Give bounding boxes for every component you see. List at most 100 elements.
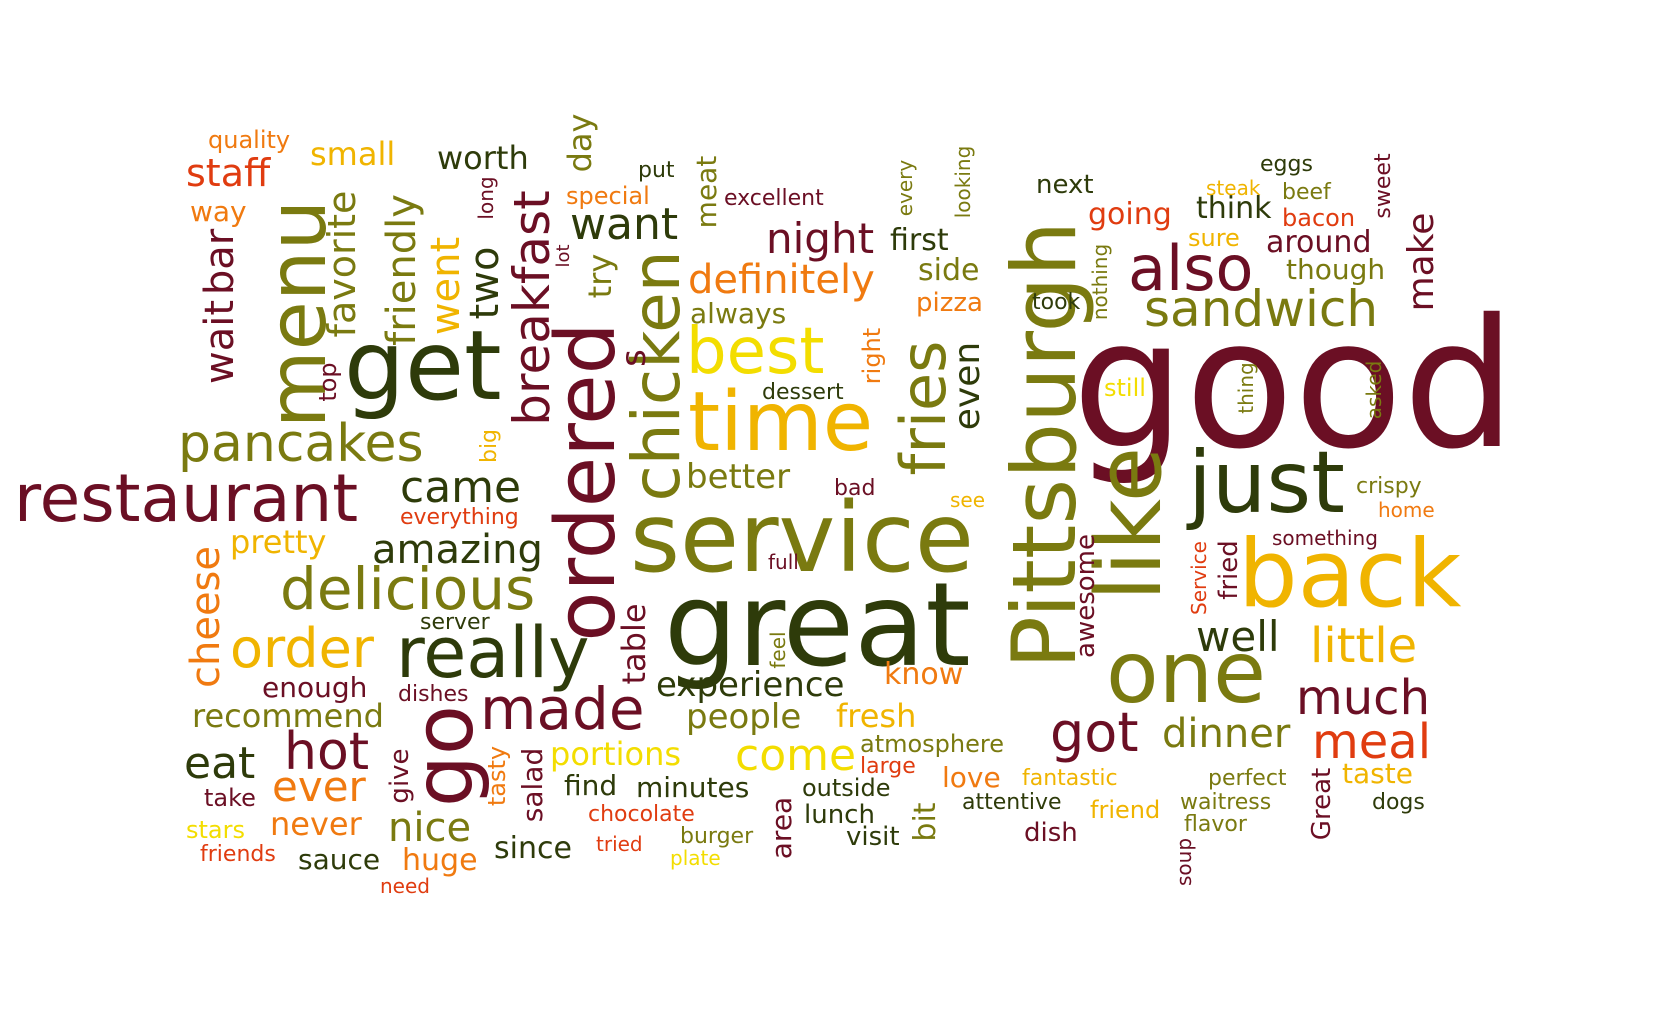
word-got: got [1050, 701, 1139, 764]
word-something: something [1272, 526, 1378, 550]
word-perfect: perfect [1208, 766, 1287, 791]
word-since: since [494, 831, 572, 866]
word-small: small [310, 135, 396, 173]
word-bar: bar [197, 228, 243, 296]
word-pancakes: pancakes [178, 414, 424, 474]
word-sweet: sweet [1371, 153, 1396, 219]
word-get: get [344, 310, 502, 422]
word-went: went [423, 236, 469, 336]
word-breakfast: breakfast [503, 190, 561, 426]
word-better: better [686, 457, 791, 497]
word-tried: tried [596, 832, 643, 856]
word-server: server [420, 610, 490, 635]
word-friendly: friendly [379, 194, 425, 346]
word-best: best [686, 315, 825, 389]
word-good: good [1072, 281, 1516, 488]
word-people: people [686, 697, 802, 737]
word-fried: fried [1214, 540, 1244, 600]
word-restaurant: restaurant [14, 460, 359, 537]
word-definitely: definitely [688, 257, 875, 303]
word-meat: meat [690, 155, 723, 229]
word-fries: fries [887, 340, 960, 476]
word-hot: hot [284, 722, 370, 782]
word-dessert: dessert [762, 380, 844, 405]
word-tasty: tasty [483, 745, 511, 807]
word-one: one [1106, 623, 1267, 723]
word-night: night [766, 214, 875, 263]
word-asked: asked [1362, 360, 1386, 420]
word-friends: friends [200, 842, 276, 867]
word-know: know [884, 657, 964, 692]
word-taste: taste [1342, 757, 1413, 790]
word-lot: lot [553, 244, 574, 268]
word-go: go [397, 704, 492, 808]
word-bad: bad [834, 476, 876, 501]
word-fantastic: fantastic [1022, 766, 1118, 791]
word-flavor: flavor [1184, 812, 1247, 837]
word-favorite: favorite [320, 190, 364, 338]
word-just: just [1188, 433, 1345, 533]
word-chocolate: chocolate [588, 802, 695, 827]
word-waitress: waitress [1180, 790, 1272, 815]
word-long: long [474, 176, 498, 220]
word-dishes: dishes [398, 682, 469, 707]
word-beef: beef [1282, 180, 1331, 205]
word-great: great [664, 558, 971, 693]
word-nice: nice [388, 805, 472, 851]
word-bit: bit [908, 802, 943, 842]
word-way: way [190, 195, 247, 228]
word-took: took [1032, 290, 1081, 315]
word-friend: friend [1090, 796, 1161, 824]
word-came: came [400, 462, 522, 513]
word-soup: soup [1172, 837, 1196, 887]
word-burger: burger [680, 824, 754, 849]
word-large: large [860, 754, 916, 779]
word-cheese: cheese [183, 545, 229, 689]
word-lunch: lunch [804, 800, 875, 830]
word-recommend: recommend [192, 697, 384, 735]
word-top: top [314, 362, 342, 402]
word-still: still [1104, 374, 1146, 402]
word-ever: ever [272, 762, 366, 811]
word-first: first [890, 223, 949, 258]
word-see: see [950, 488, 986, 512]
word-day: day [561, 113, 599, 173]
word-always: always [690, 297, 787, 330]
word-excellent: excellent [724, 186, 824, 211]
word-even: even [947, 341, 988, 431]
word-right: right [858, 327, 886, 385]
word-really: really [396, 612, 590, 694]
word-huge: huge [402, 843, 478, 878]
word-dinner: dinner [1162, 711, 1291, 757]
word-try: try [581, 253, 619, 299]
word-back: back [1238, 520, 1462, 629]
word-big: big [477, 428, 502, 464]
word-thing: thing [1234, 362, 1258, 414]
word-steak: steak [1206, 176, 1261, 200]
word-little: little [1310, 618, 1418, 674]
word-crispy: crispy [1356, 474, 1422, 499]
word-pizza: pizza [916, 288, 983, 318]
word-chicken: chicken [618, 250, 695, 502]
word-enough: enough [262, 671, 368, 704]
word-area: area [765, 796, 798, 860]
word-eat: eat [184, 738, 256, 789]
word-sauce: sauce [298, 843, 381, 876]
word-take: take [204, 784, 256, 812]
word-staff: staff [186, 151, 271, 195]
word-pretty: pretty [230, 523, 327, 561]
word-much: much [1296, 670, 1430, 726]
word-s: s [614, 349, 654, 367]
word-eggs: eggs [1260, 152, 1313, 177]
word-full: full [768, 550, 799, 574]
word-every: every [893, 159, 917, 217]
word-attentive: attentive [962, 790, 1062, 815]
word-give: give [385, 748, 415, 804]
word-made: made [480, 675, 645, 743]
word-experience: experience [656, 665, 845, 705]
word-love: love [942, 761, 1001, 794]
word-service-capital: Service [1187, 541, 1211, 615]
word-great-capital: Great [1307, 767, 1337, 841]
word-sandwich: sandwich [1144, 280, 1379, 338]
